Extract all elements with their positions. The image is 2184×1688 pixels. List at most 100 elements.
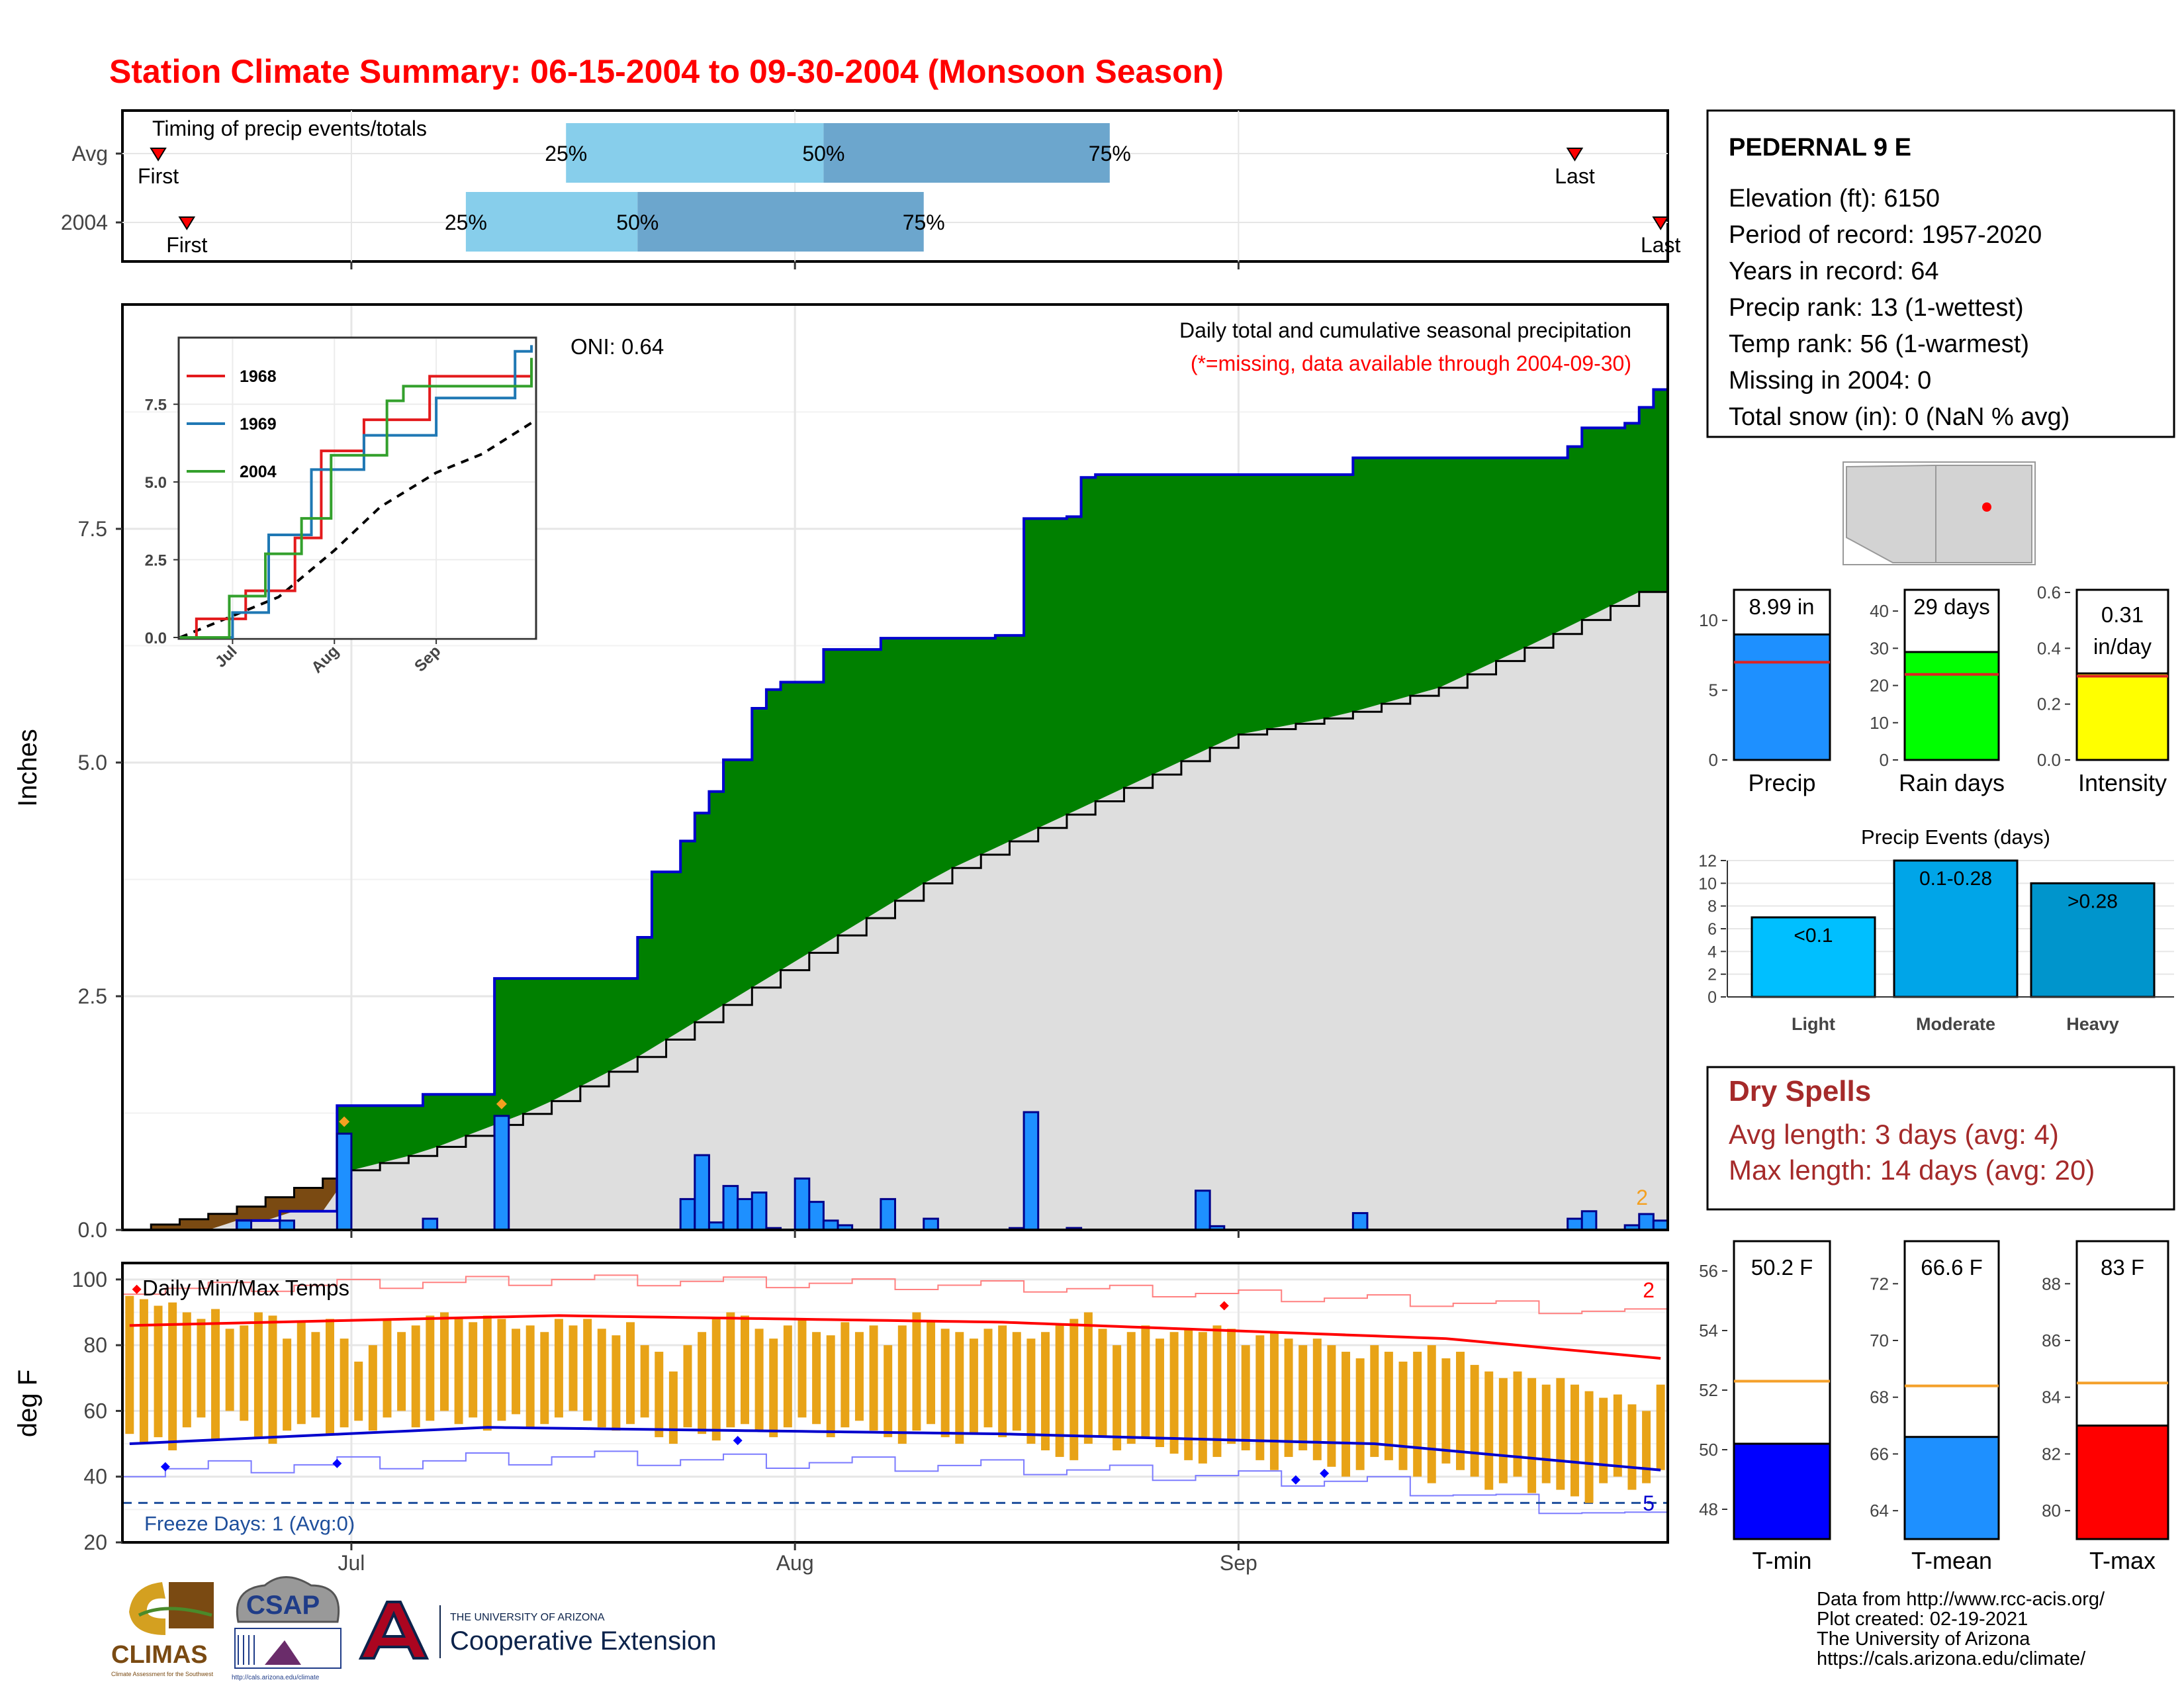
timing-q75-label: 75% — [1089, 142, 1131, 165]
temperature-panel: 20 40 60 80 100 deg F Daily Min/Max Temps Fr… — [13, 1262, 1669, 1554]
daily-precip-bar — [422, 1217, 439, 1231]
daily-temp-range-bar — [668, 1371, 678, 1444]
climas-logo: CLIMAS Climate Assessment for the Southw… — [111, 1582, 214, 1677]
daily-temp-range-bar — [1656, 1384, 1665, 1470]
temp-summary-tick-label: 54 — [1699, 1321, 1718, 1340]
daily-precip-bar — [236, 1219, 253, 1231]
temp-summary-tick-label: 82 — [2042, 1444, 2061, 1464]
daily-temp-range-bar — [283, 1338, 292, 1431]
daily-temp-range-bar — [426, 1315, 435, 1421]
temp-summary-tick-label: 88 — [2042, 1274, 2061, 1293]
station-info-line: Temp rank: 56 (1-warmest) — [1729, 330, 2029, 358]
daily-temp-range-bar — [597, 1329, 606, 1428]
daily-temp-range-bar — [1642, 1411, 1651, 1483]
events-y-tick-label: 10 — [1698, 874, 1717, 893]
daily-temp-range-bar — [383, 1319, 392, 1418]
daily-temp-range-bar — [741, 1315, 749, 1425]
daily-temp-range-bar — [1241, 1345, 1250, 1450]
daily-temp-range-bar — [1456, 1352, 1465, 1470]
timing-q50-q75-bar — [823, 123, 1110, 183]
temp-summary-tick-label: 56 — [1699, 1261, 1718, 1281]
mini-chart-value-bar — [1733, 633, 1831, 761]
daily-temp-range-bar — [927, 1322, 936, 1425]
x-tick-label: Aug — [776, 1551, 814, 1575]
daily-temp-range-bar — [1069, 1319, 1079, 1460]
station-info-line: Elevation (ft): 6150 — [1729, 185, 1940, 212]
record-temp-marker — [332, 1458, 342, 1468]
daily-temp-range-bar — [311, 1332, 320, 1418]
daily-temp-range-bar — [869, 1325, 878, 1431]
daily-temp-range-bar — [1398, 1361, 1408, 1470]
daily-temp-range-bar — [769, 1338, 778, 1438]
events-y-tick-label: 4 — [1707, 943, 1717, 961]
daily-temp-range-bar — [1599, 1397, 1608, 1483]
main-note-1: Daily total and cumulative seasonal prec… — [1179, 318, 1631, 342]
avg-min-temp-line — [129, 1426, 1661, 1472]
daily-temp-range-bar — [211, 1309, 220, 1441]
daily-temp-range-bar — [1269, 1332, 1279, 1470]
events-y-tick-label: 0 — [1707, 988, 1717, 1007]
record-temp-marker — [160, 1462, 170, 1472]
timing-title: Timing of precip events/totals — [152, 117, 427, 140]
daily-temp-range-bar — [1427, 1345, 1436, 1483]
temp-summary-tick-label: 84 — [2042, 1387, 2061, 1407]
daily-temp-range-bar — [1284, 1338, 1293, 1457]
daily-temp-range-bar — [1026, 1338, 1036, 1444]
daily-precip-bar — [493, 1115, 510, 1231]
temp-count-top: 2 — [1643, 1278, 1655, 1302]
daily-temp-range-bar — [340, 1338, 349, 1428]
daily-temp-range-bar — [955, 1332, 964, 1444]
daily-temp-range-bar — [1498, 1378, 1508, 1483]
daily-temp-range-bar — [1098, 1329, 1107, 1438]
inset-legend-label: 2004 — [240, 463, 277, 481]
record-temp-marker — [733, 1436, 743, 1446]
daily-temp-range-bar — [554, 1319, 563, 1418]
station-info-line: Precip rank: 13 (1-wettest) — [1729, 294, 2024, 322]
daily-precip-bar — [1023, 1111, 1040, 1231]
mini-chart-tick-label: 0.0 — [2037, 750, 2061, 770]
timing-q75-label: 75% — [903, 211, 945, 234]
mini-chart-tick-label: 10 — [1699, 610, 1718, 630]
temp-ylabel: deg F — [13, 1370, 42, 1437]
station-info-line: Years in record: 64 — [1729, 258, 1939, 285]
inset-y-tick-label: 0.0 — [145, 630, 167, 647]
temp-summary-value-label: 66.6 F — [1921, 1255, 1983, 1280]
daily-temp-range-bar — [268, 1315, 277, 1444]
station-info-line: Total snow (in): 0 (NaN % avg) — [1729, 403, 2070, 431]
events-bar-heavy — [2030, 882, 2156, 998]
daily-temp-range-bar — [182, 1312, 191, 1428]
daily-temp-range-bar — [197, 1319, 206, 1418]
daily-temp-range-bar — [1556, 1378, 1565, 1490]
dry-spells-box: Dry Spells Avg length: 3 days (avg: 4) M… — [1706, 1066, 2175, 1211]
timing-last-marker — [1652, 216, 1669, 230]
dry-spells-title: Dry Spells — [1729, 1075, 1871, 1107]
mini-chart-tick-label: 40 — [1870, 601, 1889, 621]
timing-q25-q50-bar — [465, 192, 638, 252]
climas-wordmark: CLIMAS — [111, 1641, 208, 1669]
daily-temp-range-bar — [897, 1325, 907, 1444]
timing-q50-label: 50% — [802, 142, 844, 165]
daily-temp-range-bar — [1570, 1384, 1579, 1497]
daily-temp-range-bar — [525, 1325, 535, 1428]
timing-first-label: First — [166, 233, 207, 257]
intensity-unit-label: in/day — [2093, 634, 2152, 659]
daily-temp-range-bar — [940, 1329, 950, 1438]
daily-temp-range-bar — [626, 1322, 635, 1425]
daily-temp-range-bar — [1126, 1332, 1136, 1444]
daily-temp-range-bar — [612, 1335, 621, 1431]
daily-precip-bar — [336, 1133, 353, 1231]
daily-temp-range-bar — [482, 1315, 492, 1431]
daily-precip-bar — [923, 1217, 939, 1231]
daily-precip-bar — [1580, 1210, 1598, 1231]
temp-y-tick-label: 20 — [83, 1530, 107, 1554]
temp-summary-label: T-min — [1752, 1547, 1812, 1574]
daily-temp-range-bar — [1184, 1329, 1193, 1460]
main-y-tick-label: 7.5 — [78, 517, 107, 541]
temp-summary-tick-label: 50 — [1699, 1440, 1718, 1460]
record-min-line — [122, 1450, 1668, 1515]
cumulative-2004-line — [122, 388, 1668, 1231]
main-note-2: (*=missing, data available through 2004-… — [1191, 352, 1631, 375]
events-bar-label: <0.1 — [1794, 925, 1833, 947]
timing-row-label: 2004 — [61, 211, 108, 234]
timing-last-label: Last — [1641, 233, 1681, 257]
